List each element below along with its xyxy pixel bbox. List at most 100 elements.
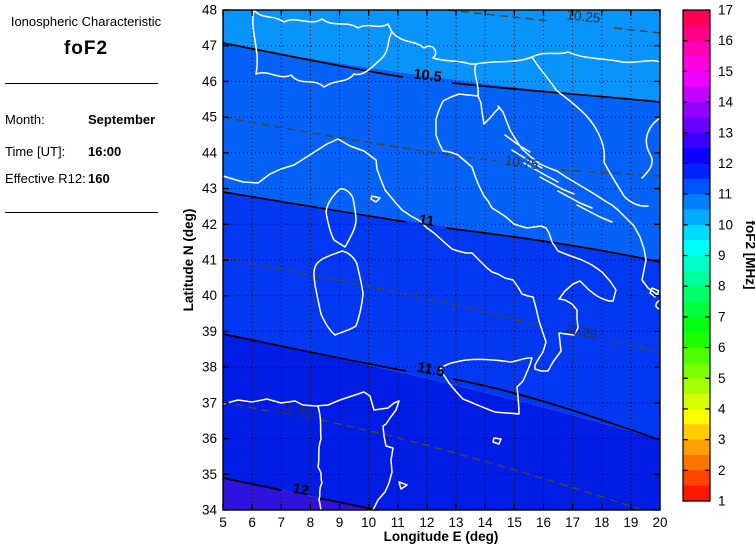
contour-line-10.5: [222, 42, 404, 78]
colorbar-band: [683, 424, 710, 441]
coastline: [523, 162, 559, 183]
y-tick-label: 42: [202, 217, 217, 232]
x-tick-label: 7: [278, 515, 286, 530]
colorbar-band: [683, 163, 710, 180]
colorbar-band: [683, 132, 710, 149]
y-axis-label: Latitude N (deg): [181, 209, 196, 312]
x-tick-label: 16: [536, 515, 551, 530]
field-value: September: [88, 112, 156, 127]
x-tick-label: 12: [419, 515, 434, 530]
contour-line-11.75: [222, 401, 269, 412]
x-tick-label: 11: [391, 515, 405, 530]
field-value: 160: [88, 171, 110, 186]
coastline: [492, 437, 502, 445]
colorbar-band: [683, 102, 710, 119]
colorbar-tick-label: 15: [718, 64, 733, 79]
contour-label: 12: [291, 481, 310, 500]
colorbar-tick-label: 10: [718, 217, 733, 232]
fill-band: [223, 10, 660, 102]
colorbar-band: [683, 255, 710, 272]
colorbar-band: [683, 485, 710, 502]
coastline: [641, 117, 661, 179]
contour-label: 10.5: [413, 66, 443, 85]
x-tick-label: 17: [565, 515, 580, 530]
colorbar-tick-label: 7: [718, 309, 726, 324]
y-tick-label: 46: [202, 74, 217, 89]
colorbar-tick-label: 6: [718, 340, 726, 355]
divider: [5, 212, 158, 213]
contour-line-11.75: [320, 419, 643, 511]
colorbar-band: [683, 408, 710, 425]
y-tick-label: 40: [202, 288, 217, 303]
colorbar-band: [683, 148, 710, 165]
fill-band: [223, 334, 660, 510]
colorbar-band: [683, 362, 710, 379]
coastline: [557, 190, 593, 209]
x-tick-label: 9: [336, 515, 344, 530]
colorbar-band: [683, 117, 710, 134]
contour-line-11.25: [222, 257, 547, 329]
contour-line-12: [222, 477, 282, 491]
contour-lines: [222, 9, 661, 511]
contour-label: 11: [418, 212, 435, 230]
x-tick-label: 13: [449, 515, 464, 530]
colorbar-band: [683, 71, 710, 88]
contour-label: 10.75: [504, 153, 540, 173]
x-tick-label: 20: [652, 515, 667, 530]
colorbar-band: [683, 316, 710, 333]
field-label: Month:: [5, 112, 45, 127]
parameter-name: foF2: [63, 38, 109, 59]
contour-label: 11.75: [278, 401, 313, 422]
colorbar-tick-label: 11: [718, 187, 732, 202]
y-tick-label: 35: [202, 467, 217, 482]
contour-line-11.5: [452, 378, 661, 441]
coastline: [477, 95, 661, 297]
colorbar-tick-label: 9: [718, 248, 726, 263]
coastline: [325, 188, 357, 248]
y-tick-label: 43: [202, 181, 217, 196]
coastline: [655, 299, 661, 310]
colorbar-tick-label: 16: [718, 33, 733, 48]
contour-line-10.75: [547, 168, 661, 177]
y-tick-label: 36: [202, 431, 217, 446]
colorbar-tick-label: 17: [718, 3, 733, 18]
coastline: [370, 195, 381, 203]
colorbar-tick-label: 5: [718, 371, 726, 386]
coastline: [511, 149, 543, 169]
coastline: [222, 93, 617, 372]
colorbar-tick-label: 12: [718, 156, 733, 171]
coastline: [222, 391, 400, 511]
contour-label: 10.25: [566, 7, 601, 25]
colorbar-tick-label: 4: [718, 401, 726, 416]
contour-line-10.5: [451, 82, 661, 103]
field-label: Time [UT]:: [5, 144, 66, 159]
colorbar-band: [683, 10, 710, 26]
fill-band: [223, 43, 660, 262]
coastline: [313, 250, 364, 336]
y-tick-label: 44: [202, 145, 218, 160]
contour-line-10.25: [447, 9, 551, 22]
contour-line-11: [445, 227, 661, 263]
coastline: [439, 357, 533, 415]
colorbar-tick-label: 13: [718, 125, 733, 140]
colorbar-band: [683, 439, 710, 456]
y-tick-label: 39: [202, 324, 217, 339]
coastline: [504, 134, 531, 153]
coastline: [391, 31, 480, 97]
y-tick-label: 41: [202, 253, 217, 268]
x-tick-label: 19: [623, 515, 638, 530]
divider: [5, 83, 158, 84]
coastline: [317, 405, 323, 511]
coastlines: [222, 9, 661, 511]
colorbar-tick-label: 2: [718, 463, 726, 478]
colorbar-band: [683, 332, 710, 349]
x-axis-label: Longitude E (deg): [384, 529, 499, 544]
coastline: [539, 176, 575, 195]
contour-line-10.75: [222, 116, 497, 162]
colorbar-band: [683, 454, 710, 471]
x-tick-label: 10: [361, 515, 376, 530]
colorbar-band: [683, 301, 710, 318]
